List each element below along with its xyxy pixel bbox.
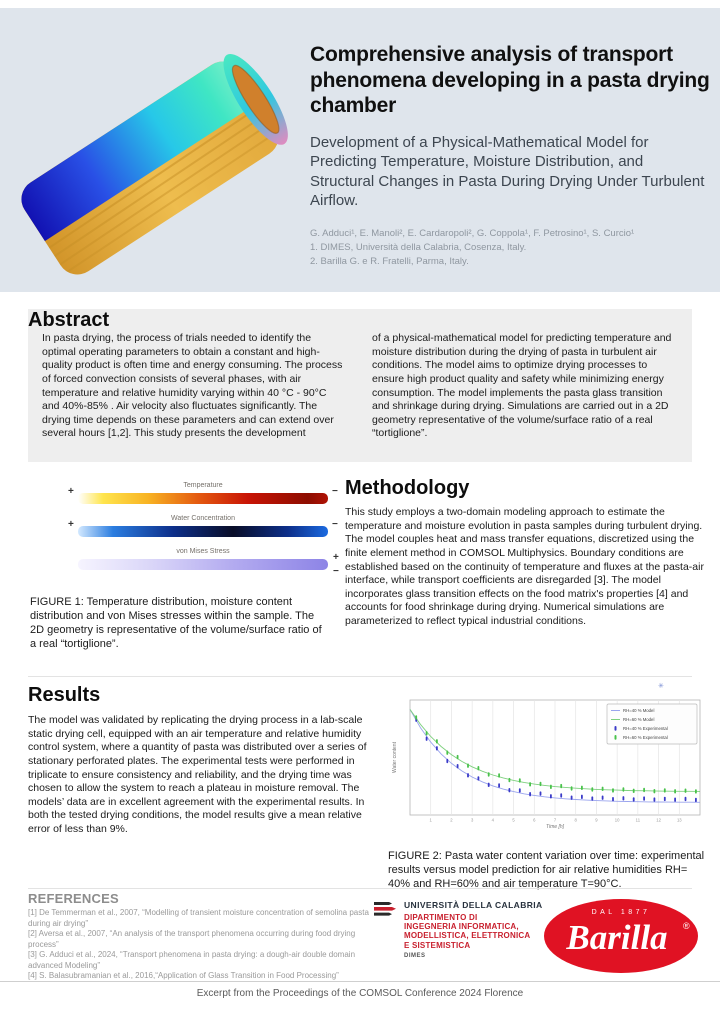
svg-text:3: 3 — [471, 818, 474, 823]
svg-text:11: 11 — [636, 818, 641, 823]
unical-acronym: DIMES — [404, 952, 426, 959]
abstract-column-left: In pasta drying, the process of trials n… — [42, 332, 343, 440]
abstract-column-right: of a physical-mathematical model for pre… — [372, 332, 672, 440]
barilla-wordmark: Barilla — [565, 918, 667, 957]
minus-sign: − — [332, 519, 338, 530]
unical-logo-text: UNIVERSITÀ DELLA CALABRIA DIPARTIMENTO D… — [404, 900, 543, 959]
abstract-heading: Abstract — [28, 309, 110, 331]
reference-item: [3] G. Adduci et al., 2024, “Transport p… — [28, 950, 356, 970]
plus-sign: + — [68, 486, 74, 497]
plus-sign: + — [333, 552, 339, 563]
title-block: Comprehensive analysis of transport phen… — [310, 42, 710, 270]
svg-text:6: 6 — [533, 818, 536, 823]
reference-item: [4] S. Balasubramanian et al., 2016,“App… — [28, 971, 339, 981]
svg-text:2: 2 — [450, 818, 453, 823]
figure1-block: Temperature + − Water Concentration + − … — [30, 482, 342, 651]
unical-department: DIPARTIMENTO DI INGEGNERIA INFORMATICA, … — [404, 913, 543, 950]
von-mises-colorbar — [78, 559, 328, 570]
minus-sign: − — [333, 566, 339, 577]
svg-text:12: 12 — [656, 818, 661, 823]
section-divider — [28, 888, 692, 889]
unical-logo-icon — [374, 902, 396, 916]
water-concentration-colorbar — [78, 526, 328, 537]
poster-title: Comprehensive analysis of transport phen… — [310, 43, 710, 118]
poster-subtitle: Development of a Physical-Mathematical M… — [310, 133, 705, 210]
svg-text:Time [h]: Time [h] — [546, 824, 565, 830]
figure2-block: ✳ 1 2 3 4 5 6 7 8 9 10 11 12 13 Time [h] Water content… — [388, 683, 710, 891]
svg-text:RH=40 % Model: RH=40 % Model — [623, 708, 654, 713]
colorbar-vonmises-label: von Mises Stress — [176, 548, 230, 555]
colorbar-temperature-label: Temperature — [183, 482, 223, 489]
methodology-body: This study employs a two-domain modeling… — [345, 506, 704, 628]
footer-divider — [0, 981, 720, 982]
figure2-caption: FIGURE 2: Pasta water content variation … — [388, 850, 705, 891]
svg-text:7: 7 — [554, 818, 557, 823]
results-section: Results The model was validated by repli… — [28, 684, 378, 837]
reference-item: [2] Aversa et al., 2007, “An analysis of… — [28, 929, 356, 949]
svg-text:RH=40 % Experimental: RH=40 % Experimental — [623, 726, 668, 731]
affiliation-1: 1. DIMES, Università della Calabria, Cos… — [310, 242, 527, 254]
unical-dept-line: DIPARTIMENTO DI — [404, 913, 478, 922]
unical-dept-line: E SISTEMISTICA — [404, 940, 471, 950]
references-list: [1] De Temmerman et al., 2007, “Modellin… — [28, 908, 380, 982]
colorbar-temperature-row: Temperature + − — [30, 482, 342, 515]
minus-sign: − — [332, 486, 338, 497]
authors-block: G. Adduci¹, E. Manoli², E. Cardaropoli²,… — [310, 227, 710, 270]
reference-item: [1] De Temmerman et al., 2007, “Modellin… — [28, 908, 369, 928]
svg-text:1: 1 — [430, 818, 433, 823]
temperature-colorbar — [78, 493, 328, 504]
svg-text:9: 9 — [595, 818, 598, 823]
abstract-section: Abstract In pasta drying, the process of… — [28, 309, 692, 462]
svg-text:13: 13 — [677, 818, 682, 823]
registered-mark: ® — [683, 921, 690, 931]
methodology-section: Methodology This study employs a two-dom… — [345, 477, 705, 629]
results-heading: Results — [28, 684, 101, 706]
svg-text:Water content: Water content — [392, 741, 398, 773]
unical-dept-line: MODELLISTICA, ELETTRONICA — [404, 931, 531, 941]
references-heading: REFERENCES — [28, 891, 119, 906]
svg-text:4: 4 — [492, 818, 495, 823]
unical-logo: UNIVERSITÀ DELLA CALABRIA DIPARTIMENTO D… — [374, 900, 543, 959]
barilla-tagline: DAL 1877 — [592, 909, 651, 916]
methodology-heading: Methodology — [345, 477, 470, 499]
pasta-3d-render — [2, 18, 298, 292]
svg-text:5: 5 — [512, 818, 515, 823]
footer-text: Excerpt from the Proceedings of the COMS… — [196, 988, 524, 999]
author-list: G. Adduci¹, E. Manoli², E. Cardaropoli²,… — [310, 227, 635, 239]
colorbar-vonmises-row: von Mises Stress + − — [30, 548, 342, 581]
colorbar-water-label: Water Concentration — [171, 515, 235, 522]
results-body: The model was validated by replicating t… — [28, 714, 367, 836]
unical-name: UNIVERSITÀ DELLA CALABRIA — [404, 900, 543, 910]
unical-dept-line: INGEGNERIA INFORMATICA, — [404, 922, 519, 932]
colorbar-water-row: Water Concentration + − — [30, 515, 342, 548]
references-section: REFERENCES [1] De Temmerman et al., 2007… — [28, 891, 380, 982]
section-divider — [28, 676, 692, 677]
barilla-logo: DAL 1877 Barilla ® — [543, 897, 701, 982]
svg-text:8: 8 — [575, 818, 578, 823]
plus-sign: + — [68, 519, 74, 530]
barilla-logo-image: DAL 1877 Barilla ® — [544, 899, 698, 973]
svg-text:RH=60 % Model: RH=60 % Model — [623, 717, 654, 722]
affiliation-2: 2. Barilla G. e R. Fratelli, Parma, Ital… — [310, 256, 469, 268]
abstract-columns: In pasta drying, the process of trials n… — [28, 332, 692, 441]
pasta-simulation-image — [13, 53, 288, 275]
svg-text:RH=60 % Experimental: RH=60 % Experimental — [623, 735, 668, 740]
figure1-caption: FIGURE 1: Temperature distribution, mois… — [30, 596, 322, 651]
svg-text:10: 10 — [615, 818, 620, 823]
header-band: Comprehensive analysis of transport phen… — [0, 8, 720, 292]
figure2-annotation-icon: ✳ — [658, 683, 664, 690]
